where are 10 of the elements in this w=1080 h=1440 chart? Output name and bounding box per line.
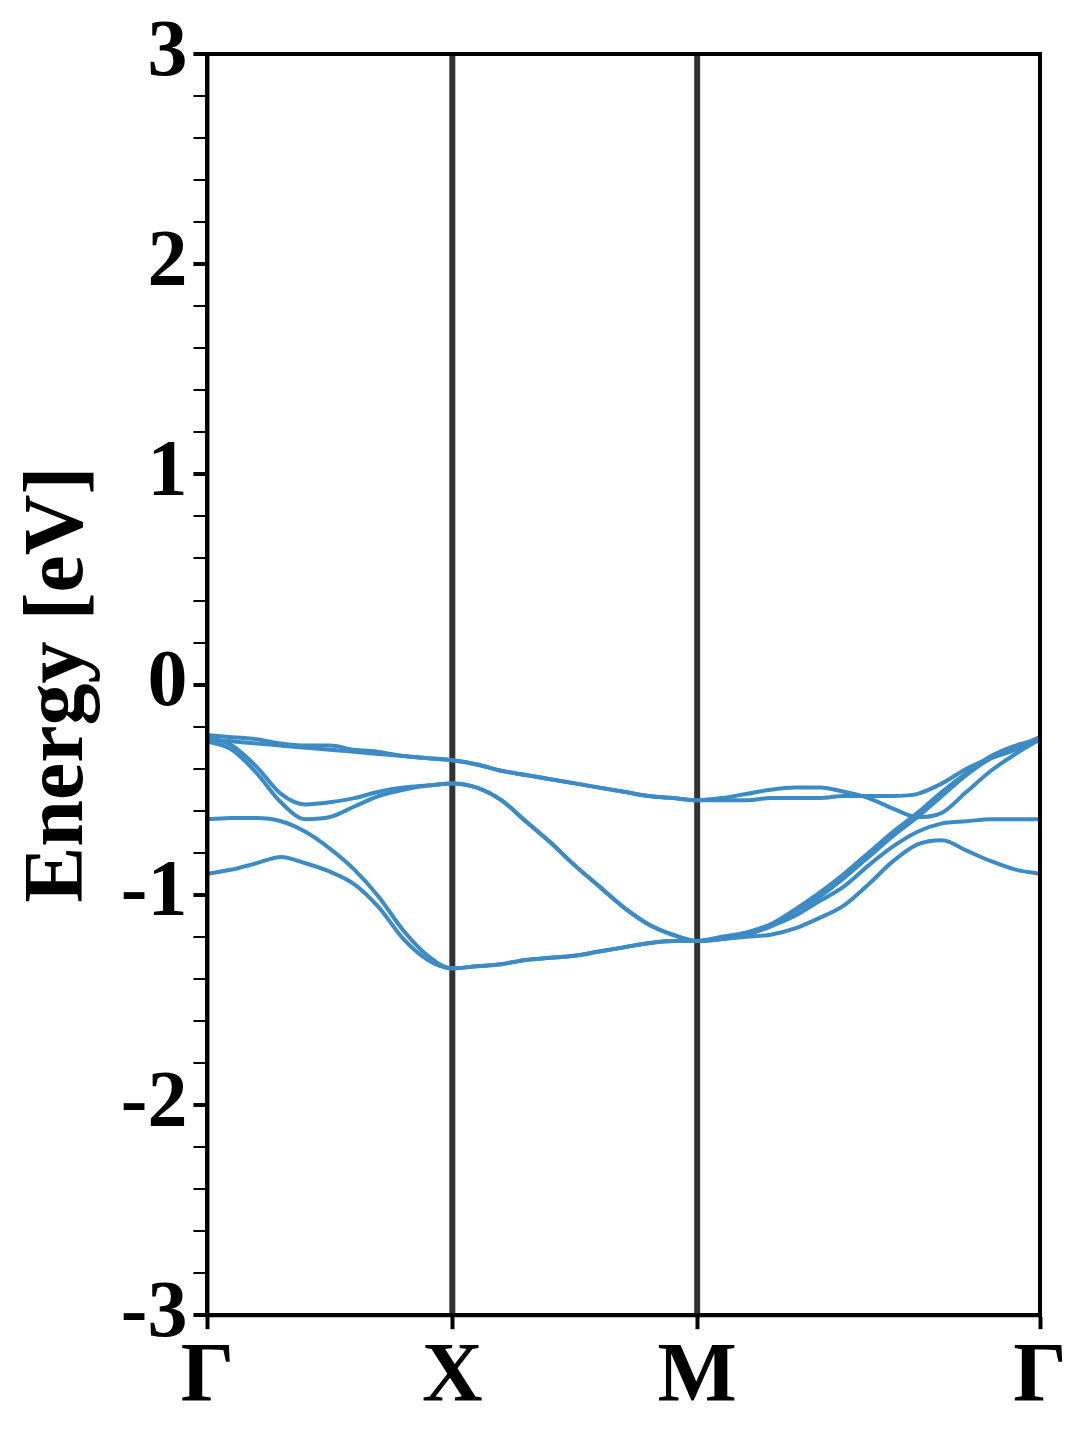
- y-tick-label: 2: [147, 213, 188, 302]
- x-tick-label: Γ: [1013, 1326, 1067, 1420]
- y-axis-title: Energy [eV]: [7, 466, 101, 903]
- y-tick-label: 0: [147, 634, 188, 723]
- y-tick-label: -2: [120, 1054, 188, 1143]
- x-tick-label: X: [421, 1326, 483, 1420]
- y-tick-label: 1: [147, 424, 188, 513]
- y-tick-label: -1: [120, 844, 188, 933]
- x-tick-label: M: [657, 1326, 737, 1420]
- y-tick-label: 3: [147, 3, 188, 92]
